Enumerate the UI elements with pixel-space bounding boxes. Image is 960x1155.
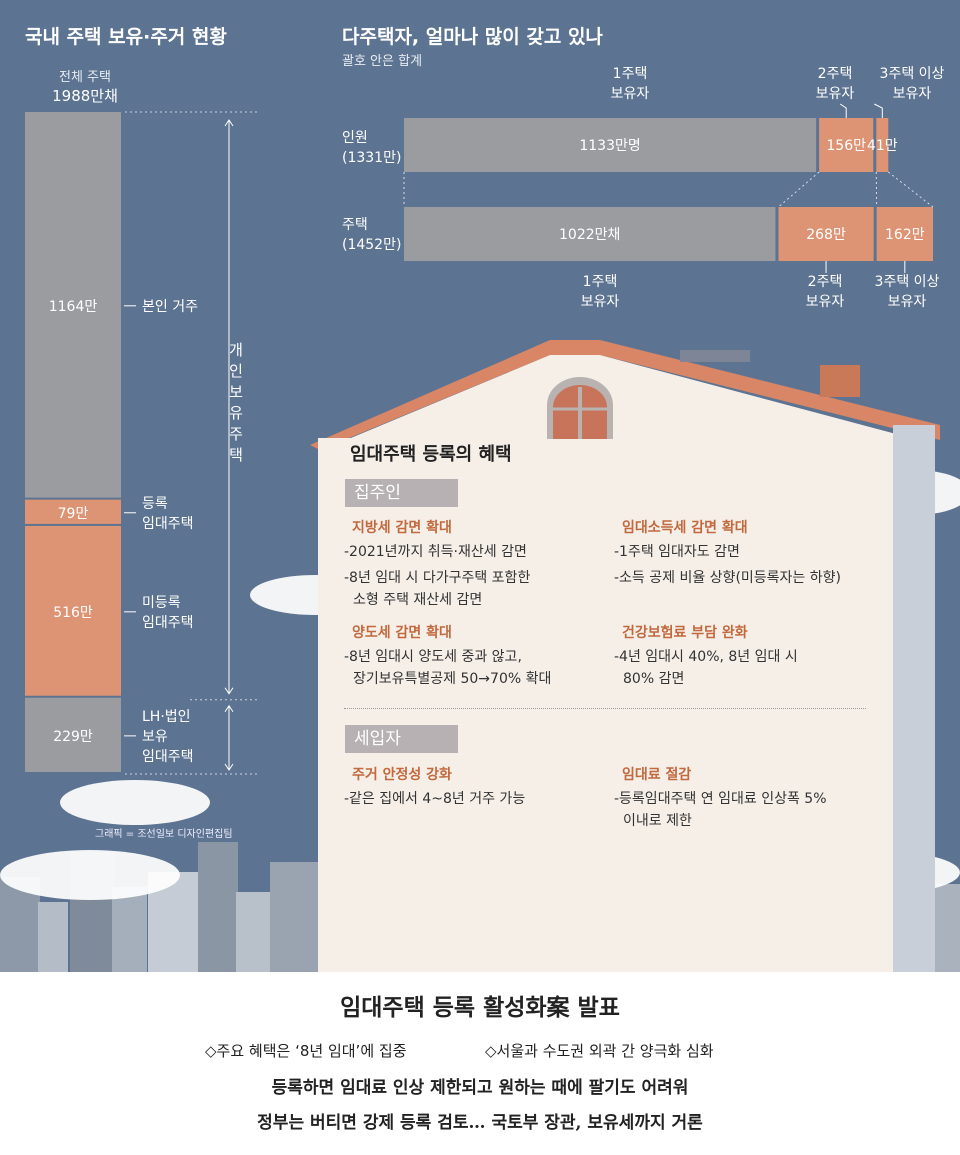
row2-label: 주택 (1452만): [342, 217, 402, 253]
footer-bullet: ◇서울과 수도권 외곽 간 양극화 심화: [485, 1042, 714, 1060]
bar-segment: [819, 118, 874, 172]
segment-label: 임대주택: [142, 615, 194, 631]
benefit-head: 임대소득세 감면 확대: [622, 520, 748, 536]
top-cat1: 1주택 보유자: [610, 66, 650, 102]
benefit-text: -4년 임대시 40%, 8년 임대 시 80% 감면: [614, 649, 798, 687]
bar-segment: [25, 499, 121, 524]
bar-segment: [404, 207, 776, 261]
bottom-cat3: 3주택 이상 보유자: [874, 274, 940, 310]
bar-segment: [876, 207, 933, 261]
house-wall: [318, 438, 893, 972]
arrow-up-icon: [224, 704, 234, 713]
segment-label: LH·법인: [142, 709, 191, 725]
segment-value: 1164만: [49, 299, 98, 315]
right-chart-subtitle: 괄호 안은 합계: [342, 54, 423, 69]
connector-line: [887, 171, 934, 208]
house-roof: [310, 340, 940, 450]
footer-headline: 임대주택 등록 활성화案 발표: [340, 994, 620, 1021]
leader-line: [839, 103, 847, 118]
right-stacked-bars: 1133만명 156만 41만 1022만채 268만 162만: [403, 103, 934, 273]
left-stacked-bar: 1164만 본인 거주79만등록임대주택516만미등록임대주택229만LH·법인보…: [25, 111, 258, 775]
footer-subhead: 등록하면 임대료 인상 제한되고 원하는 때에 팔기도 어려워: [271, 1078, 689, 1098]
segment-value: 162만: [885, 227, 925, 243]
segment-value: 516만: [53, 605, 93, 621]
benefit-text: -8년 임대시 양도세 중과 않고, 장기보유특별공제 50→70% 확대: [344, 649, 552, 687]
arrow-down-icon: [224, 763, 234, 771]
bar-segment: [25, 112, 121, 498]
benefits-title: 임대주택 등록의 혜택: [350, 444, 512, 465]
footer-subhead: 정부는 버티면 강제 등록 검토… 국토부 장관, 보유세까지 거론: [257, 1113, 703, 1133]
total-value: 1988만채: [52, 87, 118, 105]
segment-value: 41만: [867, 138, 898, 154]
segment-value: 79만: [58, 506, 89, 522]
attic-window-icon: [547, 377, 613, 439]
house-side-wall: [893, 425, 935, 972]
bar-segment: [404, 118, 817, 172]
segment-label: 미등록: [142, 595, 181, 611]
footer-bullet: ◇주요 혜택은 ‘8년 임대’에 집중: [205, 1042, 407, 1060]
left-chart-title: 국내 주택 보유·주거 현황: [25, 26, 227, 48]
top-cat2: 2주택 보유자: [815, 66, 855, 102]
bar-segment: [25, 525, 121, 696]
segment-label: 등록: [142, 496, 168, 512]
top-cat3: 3주택 이상 보유자: [879, 66, 945, 102]
segment-label: 보유: [142, 729, 168, 745]
segment-value: 1133만명: [579, 138, 640, 154]
benefit-head: 지방세 감면 확대: [352, 520, 452, 536]
benefit-text: -같은 집에서 4~8년 거주 가능: [344, 791, 526, 807]
bar-segment: [778, 207, 874, 261]
segment-value: 229만: [53, 729, 93, 745]
right-chart-title: 다주택자, 얼마나 많이 갖고 있나: [342, 26, 603, 48]
cloud: [60, 780, 210, 825]
benefit-text: -1주택 임대자도 감면 -소득 공제 비율 상향(미등록자는 하향): [614, 544, 841, 586]
benefit-head: 임대료 절감: [622, 767, 692, 783]
segment-value: 1022만채: [559, 227, 620, 243]
arrow-up-icon: [224, 119, 234, 127]
connector-line: [778, 171, 820, 208]
arrow-down-icon: [224, 687, 234, 695]
segment-label: 임대주택: [142, 516, 194, 532]
infographic: 국내 주택 보유·주거 현황 전체 주택 1988만채 1164만 본인 거주 79…: [0, 0, 960, 972]
benefit-text: -2021년까지 취득·재산세 감면 -8년 임대 시 다가구주택 포함한 소형…: [344, 544, 531, 608]
benefit-text: -등록임대주택 연 임대료 인상폭 5% 이내로 제한: [614, 791, 827, 829]
cloud: [0, 850, 180, 900]
bracket-label: 개 인 보 유 주 택: [229, 341, 243, 464]
benefit-head: 건강보험료 부담 완화: [622, 625, 748, 641]
segment-label: 본인 거주: [142, 299, 198, 315]
segment-value: 268만: [806, 227, 846, 243]
segment-label: 임대주택: [142, 749, 194, 765]
leader-line: [874, 103, 883, 118]
benefit-head: 주거 안정성 강화: [352, 767, 452, 783]
bottom-cat2: 2주택 보유자: [805, 274, 845, 310]
total-label: 전체 주택: [59, 70, 111, 85]
tenant-tag: 세입자: [345, 725, 458, 753]
divider: [344, 708, 866, 709]
credit: 그래픽 = 조선일보 디자인편집팀: [95, 829, 233, 840]
landlord-tag: 집주인: [345, 479, 458, 507]
bottom-cat1: 1주택 보유자: [580, 274, 620, 310]
benefit-head: 양도세 감면 확대: [352, 625, 452, 641]
bar-segment: [25, 697, 121, 772]
row1-label: 인원 (1331만): [342, 130, 402, 166]
bar-segment: [876, 118, 889, 172]
segment-value: 156만: [826, 138, 866, 154]
